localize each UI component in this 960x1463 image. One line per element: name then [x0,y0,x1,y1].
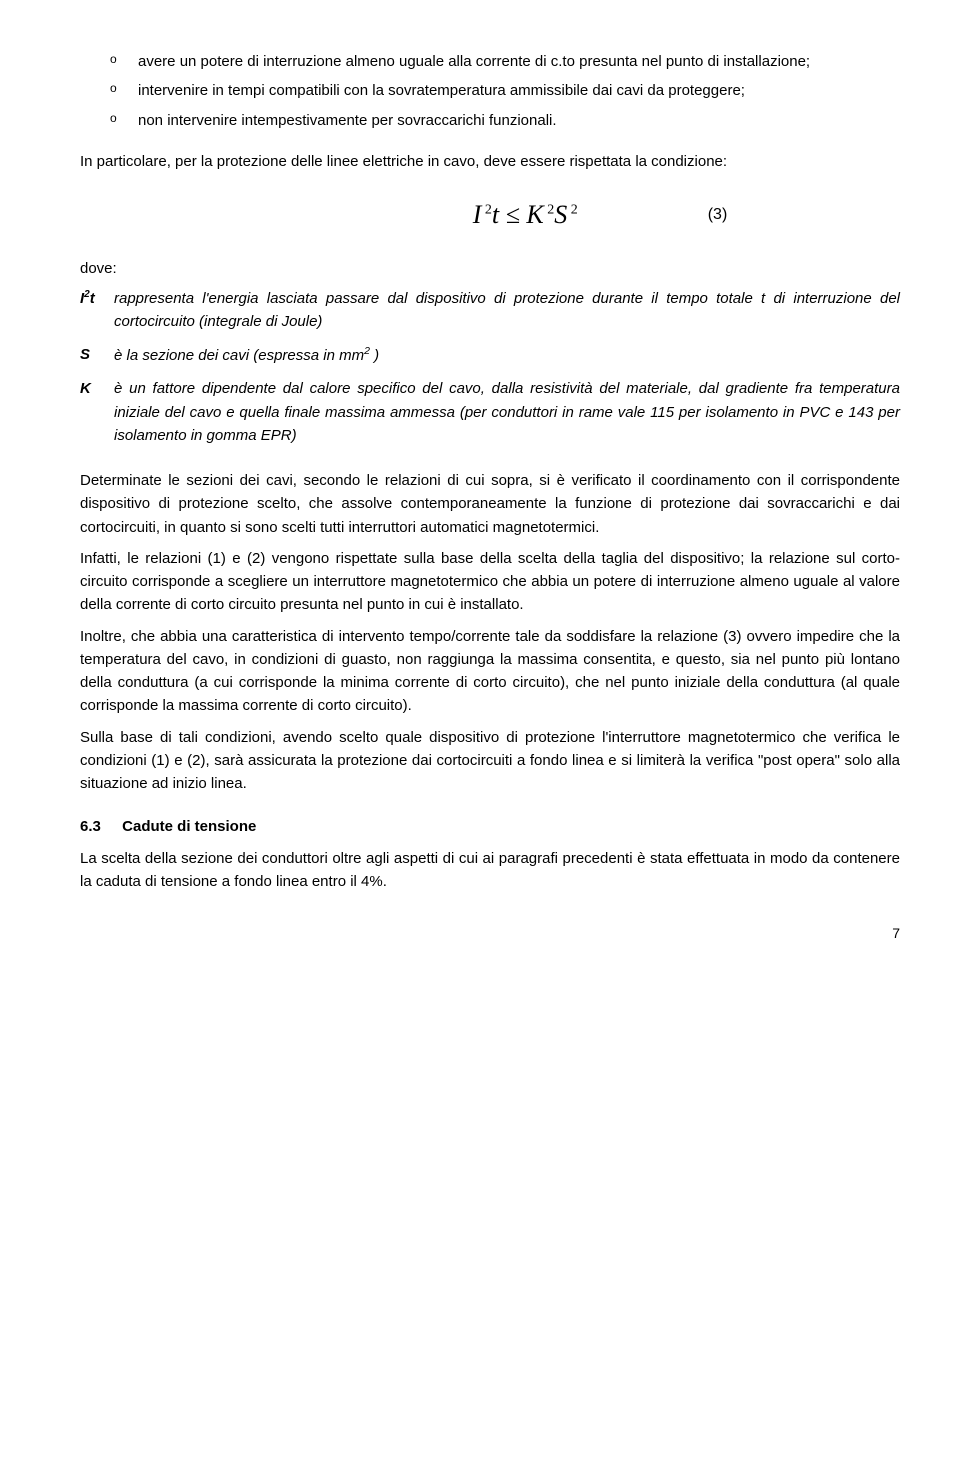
formula-block: I 2t ≤ K 2S 2 (3) [80,195,900,235]
definition-text: rappresenta l'energia lasciata passare d… [114,287,900,334]
section-number: 6.3 [80,815,118,838]
definition-row: K è un fattore dipendente dal calore spe… [80,377,900,447]
formula-number: (3) [708,203,728,228]
body-paragraph: Infatti, le relazioni (1) e (2) vengono … [80,547,900,617]
definition-label-s: S [80,343,114,367]
bullet-item: avere un potere di interruzione almeno u… [110,50,900,73]
bullet-item: non intervenire intempestivamente per so… [110,109,900,132]
body-paragraph: Determinate le sezioni dei cavi, secondo… [80,469,900,539]
definition-row: I2t rappresenta l'energia lasciata passa… [80,287,900,334]
section-heading: 6.3 Cadute di tensione [80,815,900,838]
definition-label-i2t: I2t [80,287,114,334]
body-paragraph: Inoltre, che abbia una caratteristica di… [80,625,900,718]
section-title-text: Cadute di tensione [122,818,256,835]
definition-label-k: K [80,377,114,447]
formula-expression: I 2t ≤ K 2S 2 [473,195,578,235]
definition-text: è un fattore dipendente dal calore speci… [114,377,900,447]
page-number: 7 [80,923,900,945]
bullet-list: avere un potere di interruzione almeno u… [80,50,900,132]
intro-paragraph: In particolare, per la protezione delle … [80,150,900,173]
body-paragraph: Sulla base di tali condizioni, avendo sc… [80,726,900,796]
bullet-item: intervenire in tempi compatibili con la … [110,79,900,102]
dove-label: dove: [80,257,900,280]
definition-row: S è la sezione dei cavi (espressa in mm2… [80,343,900,367]
definition-text: è la sezione dei cavi (espressa in mm2 ) [114,343,900,367]
section-body: La scelta della sezione dei conduttori o… [80,847,900,894]
